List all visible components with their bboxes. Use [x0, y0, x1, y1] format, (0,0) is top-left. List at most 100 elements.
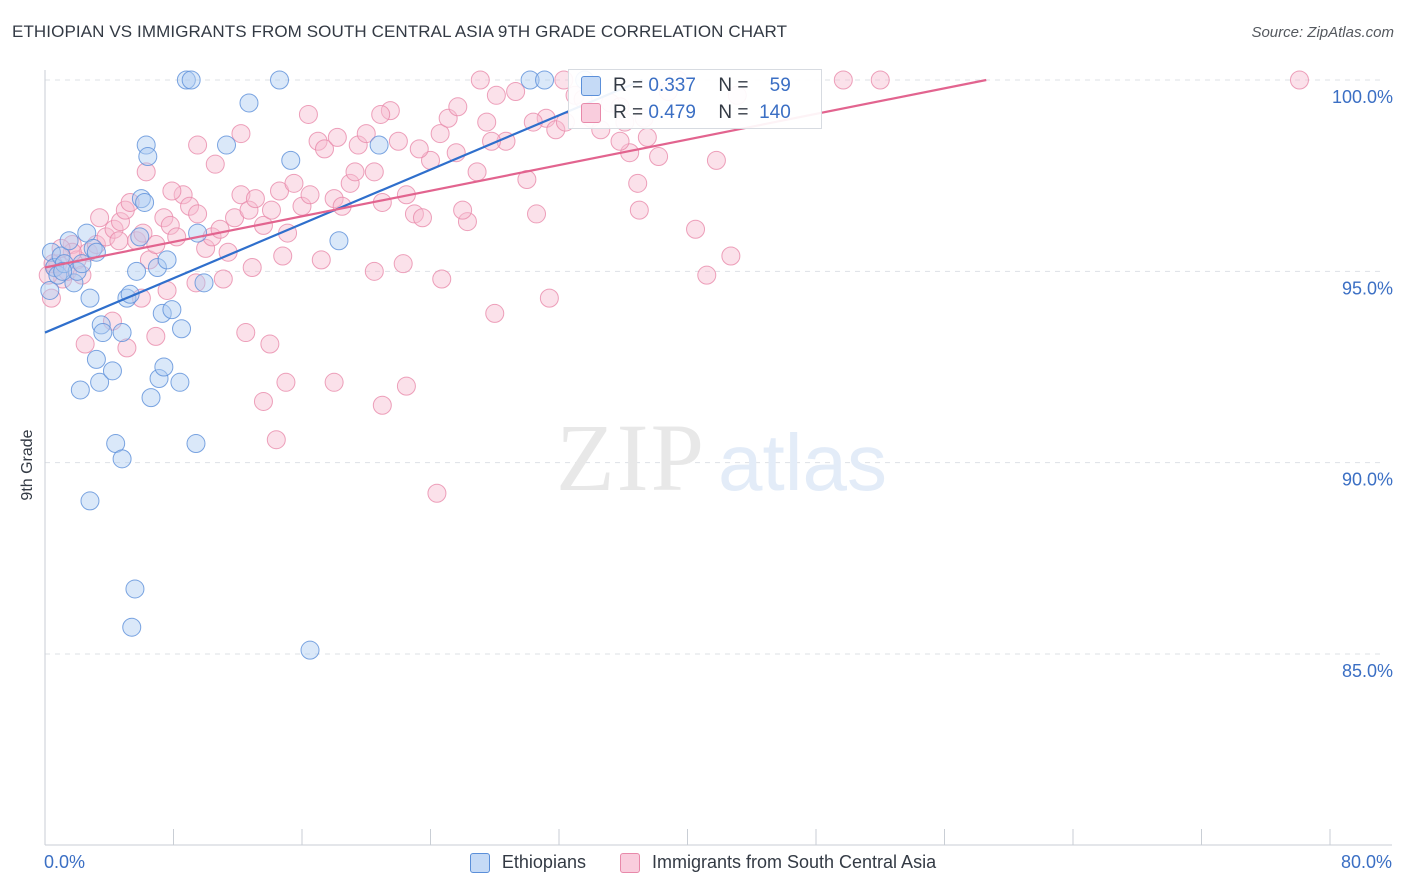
ethiopians-point: [64, 273, 84, 293]
legend-item-ethiopians[interactable]: Ethiopians: [469, 852, 586, 873]
ethiopians-trend-line: [44, 78, 643, 334]
south-central-asia-point: [345, 162, 365, 182]
south-central-asia-point: [205, 154, 225, 174]
south-central-asia-point: [364, 162, 384, 182]
legend-label-ethiopians: Ethiopians: [501, 852, 586, 872]
south-central-asia-point: [51, 238, 71, 258]
legend-swatch-pink: [581, 103, 601, 123]
legend-swatch-pink: [619, 852, 640, 873]
south-central-asia-point: [546, 120, 566, 140]
south-central-asia-point: [348, 135, 368, 155]
ethiopians-point: [162, 300, 182, 320]
ethiopians-point: [176, 70, 196, 90]
south-central-asia-point: [136, 162, 156, 182]
south-central-asia-point: [721, 246, 741, 266]
legend-n-label: N =: [718, 75, 749, 96]
legend-n-value: 59: [769, 75, 791, 96]
south-central-asia-point: [486, 85, 506, 105]
ethiopians-point: [72, 254, 92, 274]
ethiopians-point: [40, 280, 60, 300]
south-central-asia-point: [372, 395, 392, 415]
south-central-asia-point: [506, 81, 526, 101]
legend-swatch-blue: [581, 76, 601, 96]
ethiopians-point: [152, 303, 172, 323]
south-central-asia-point: [324, 372, 344, 392]
south-central-asia-point: [833, 70, 853, 90]
south-central-asia-point: [697, 265, 717, 285]
south-central-asia-point: [253, 391, 273, 411]
ethiopians-point: [181, 70, 201, 90]
legend-r-label: R =: [613, 102, 644, 123]
south-central-asia-point: [629, 200, 649, 220]
ethiopians-point: [102, 361, 122, 381]
south-central-asia-point: [649, 147, 669, 167]
ethiopians-point: [147, 258, 167, 278]
watermark: ZIP atlas: [556, 404, 887, 511]
south-central-asia-point: [117, 338, 137, 358]
south-central-asia-point: [706, 150, 726, 170]
south-central-asia-point: [162, 181, 182, 201]
ethiopians-point: [535, 70, 555, 90]
ethiopians-point: [300, 640, 320, 660]
south-central-asia-point: [870, 70, 890, 90]
legend-item-south-central-asia[interactable]: Immigrants from South Central Asia: [619, 852, 936, 873]
ethiopians-point: [135, 192, 155, 212]
south-central-asia-point: [239, 200, 259, 220]
south-central-asia-point: [364, 261, 384, 281]
source-label: Source: ZipAtlas.com: [1251, 24, 1394, 41]
ethiopians-point: [90, 372, 110, 392]
legend-r-value: 0.337: [648, 75, 696, 96]
south-central-asia-point: [1289, 70, 1309, 90]
watermark-zip: ZIP: [556, 404, 706, 511]
south-central-asia-point: [245, 189, 265, 209]
ethiopians-point: [154, 357, 174, 377]
south-central-asia-point: [213, 269, 233, 289]
south-central-asia-point: [120, 192, 140, 212]
x-tick-label-min: 0.0%: [44, 852, 86, 872]
south-central-asia-point: [276, 372, 296, 392]
trend-lines: [44, 78, 987, 334]
south-central-asia-point: [308, 131, 328, 151]
south-central-asia-point: [686, 219, 706, 239]
ethiopians-point: [86, 349, 106, 369]
data-points: [38, 70, 1309, 660]
ethiopians-point: [217, 135, 237, 155]
south-central-asia-point: [231, 124, 251, 144]
chart-title: ETHIOPIAN VS IMMIGRANTS FROM SOUTH CENTR…: [12, 22, 788, 41]
south-central-asia-point: [75, 334, 95, 354]
south-central-asia-point: [196, 238, 216, 258]
ethiopians-point: [369, 135, 389, 155]
legend-r-value: 0.479: [648, 102, 696, 123]
south-central-asia-point: [453, 200, 473, 220]
south-central-asia-point: [41, 288, 61, 308]
south-central-asia-point: [448, 97, 468, 117]
ethiopians-point: [172, 319, 192, 339]
legend-row-south-central-asia: R = 0.479 N = 140: [581, 101, 791, 125]
south-central-asia-point: [470, 70, 490, 90]
ethiopians-point: [70, 380, 90, 400]
south-central-asia-point: [539, 288, 559, 308]
south-central-asia-point: [371, 104, 391, 124]
south-central-asia-trend-line: [44, 78, 987, 269]
south-central-asia-point: [467, 162, 487, 182]
south-central-asia-point: [396, 376, 416, 396]
ethiopians-point: [270, 70, 290, 90]
south-central-asia-point: [298, 104, 318, 124]
south-central-asia-point: [62, 235, 82, 255]
y-tick-label: 95.0%: [1342, 278, 1393, 298]
south-central-asia-point: [260, 334, 280, 354]
south-central-asia-point: [133, 223, 153, 243]
south-central-asia-point: [380, 101, 400, 121]
series-legend: Ethiopians Immigrants from South Central…: [0, 852, 1406, 873]
gridlines: [45, 79, 1380, 655]
south-central-asia-point: [300, 185, 320, 205]
south-central-asia-point: [160, 215, 180, 235]
south-central-asia-point: [284, 173, 304, 193]
south-central-asia-point: [242, 258, 262, 278]
ethiopians-point: [59, 231, 79, 251]
south-central-asia-point: [154, 208, 174, 228]
south-central-asia-point: [477, 112, 497, 132]
south-central-asia-point: [314, 139, 334, 159]
ethiopians-point: [141, 388, 161, 408]
